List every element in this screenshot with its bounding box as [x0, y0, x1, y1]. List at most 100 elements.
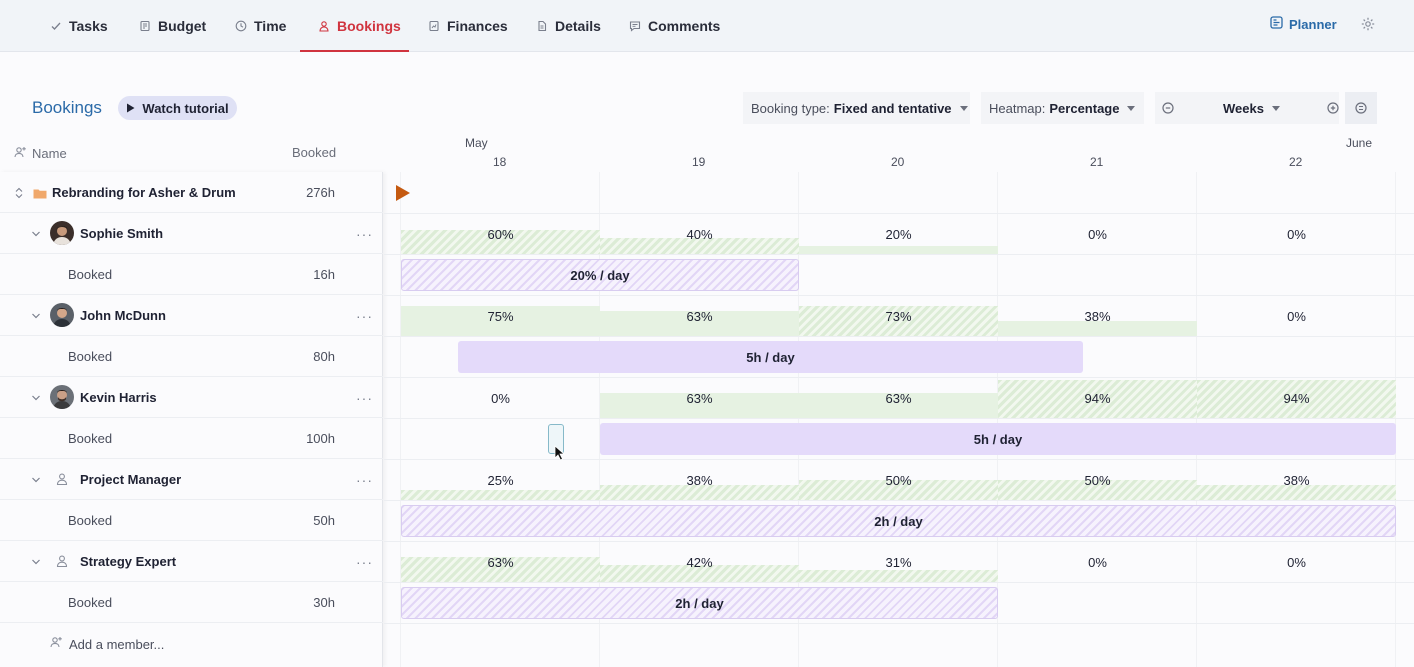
- page-title: Bookings: [32, 98, 102, 117]
- heatmap-cell[interactable]: 63%: [885, 391, 912, 406]
- tab-tasks[interactable]: Tasks: [50, 0, 108, 52]
- project-start-marker-icon[interactable]: [396, 185, 410, 206]
- clock-icon: [235, 20, 247, 32]
- heatmap-cell[interactable]: 25%: [487, 473, 514, 488]
- chevron-down-icon[interactable]: [31, 459, 41, 500]
- column-header-name[interactable]: Name: [32, 146, 67, 161]
- booking-bar[interactable]: 5h / day: [600, 423, 1396, 455]
- heatmap-cell[interactable]: 63%: [487, 555, 514, 570]
- booked-label: Booked: [68, 595, 113, 610]
- more-options-icon[interactable]: ···: [356, 471, 373, 488]
- heatmap-cell[interactable]: 20%: [885, 227, 912, 242]
- person-icon: [318, 20, 330, 32]
- booking-bar[interactable]: 2h / day: [401, 587, 998, 619]
- heatmap-cell[interactable]: 0%: [491, 391, 510, 406]
- more-options-icon[interactable]: ···: [356, 553, 373, 570]
- chevron-down-icon[interactable]: [31, 377, 41, 418]
- watch-tutorial-button[interactable]: Watch tutorial: [118, 96, 237, 120]
- day-label: 19: [692, 155, 706, 169]
- more-options-icon[interactable]: ···: [356, 225, 373, 242]
- member-row[interactable]: John McDunn ···: [0, 295, 383, 336]
- heatmap-cell[interactable]: 73%: [885, 309, 912, 324]
- heatmap-cell[interactable]: 60%: [487, 227, 514, 242]
- more-options-icon[interactable]: ···: [356, 389, 373, 406]
- heatmap-cell[interactable]: 0%: [1088, 227, 1107, 242]
- heatmap-cell[interactable]: 94%: [1283, 391, 1310, 406]
- column-header-booked[interactable]: Booked: [292, 145, 337, 160]
- project-hours: 276h: [306, 185, 335, 200]
- heatmap-cell[interactable]: 38%: [1283, 473, 1310, 488]
- project-name: Rebranding for Asher & Drum: [52, 185, 236, 200]
- planner-link[interactable]: Planner: [1270, 0, 1337, 48]
- booking-bar[interactable]: 2h / day: [401, 505, 1396, 537]
- member-row[interactable]: Project Manager ···: [0, 459, 383, 500]
- avatar: [50, 221, 74, 245]
- zoom-out-icon[interactable]: [1161, 101, 1175, 115]
- comment-icon: [629, 20, 641, 32]
- heatmap-cell[interactable]: 63%: [686, 391, 713, 406]
- heatmap-cell[interactable]: 50%: [885, 473, 912, 488]
- document-icon: [536, 20, 548, 32]
- heatmap-cell[interactable]: 0%: [1287, 555, 1306, 570]
- heatmap-cell[interactable]: 42%: [686, 555, 713, 570]
- booked-label: Booked: [68, 513, 113, 528]
- booking-bar[interactable]: 20% / day: [401, 259, 799, 291]
- booked-label: Booked: [68, 431, 113, 446]
- day-label: 21: [1090, 155, 1104, 169]
- month-label: June: [1346, 136, 1373, 150]
- zoom-in-icon[interactable]: [1326, 101, 1340, 115]
- zoom-level[interactable]: Weeks: [1223, 100, 1264, 116]
- booking-bar[interactable]: 5h / day: [458, 341, 1083, 373]
- heatmap-cell[interactable]: 50%: [1084, 473, 1111, 488]
- heatmap-cell[interactable]: 94%: [1084, 391, 1111, 406]
- gear-icon[interactable]: [1360, 16, 1376, 32]
- tab-bookings[interactable]: Bookings: [318, 0, 401, 52]
- tab-time[interactable]: Time: [235, 0, 286, 52]
- tab-budget[interactable]: Budget: [139, 0, 206, 52]
- booked-row: Booked 16h: [0, 254, 383, 295]
- chevron-down-icon[interactable]: [31, 541, 41, 582]
- add-person-icon: [50, 636, 63, 652]
- active-tab-indicator: [300, 50, 409, 52]
- tab-finances[interactable]: Finances: [428, 0, 508, 52]
- check-icon: [50, 20, 62, 32]
- avatar: [50, 303, 74, 327]
- member-row[interactable]: Strategy Expert ···: [0, 541, 383, 582]
- heatmap-select[interactable]: Heatmap: Percentage: [981, 92, 1144, 124]
- member-row[interactable]: Kevin Harris ···: [0, 377, 383, 418]
- heatmap-cell[interactable]: 31%: [885, 555, 912, 570]
- add-member-button[interactable]: Add a member...: [50, 636, 164, 652]
- top-navigation: Tasks Budget Time Bookings Finances Deta…: [0, 0, 1414, 52]
- person-icon: [55, 472, 69, 486]
- heatmap-cell[interactable]: 63%: [686, 309, 713, 324]
- zoom-fit-button[interactable]: [1345, 92, 1377, 124]
- month-label: May: [465, 136, 488, 150]
- budget-icon: [139, 20, 151, 32]
- member-name: Sophie Smith: [80, 226, 164, 241]
- expand-collapse-icon[interactable]: [14, 172, 24, 213]
- tab-details[interactable]: Details: [536, 0, 601, 52]
- project-row[interactable]: Rebranding for Asher & Drum 276h: [0, 172, 383, 213]
- chevron-down-icon[interactable]: [1271, 105, 1280, 111]
- heatmap-cell[interactable]: 0%: [1088, 555, 1107, 570]
- zoom-control: Weeks: [1155, 92, 1339, 124]
- more-options-icon[interactable]: ···: [356, 307, 373, 324]
- member-name: John McDunn: [80, 308, 166, 323]
- heatmap-cell[interactable]: 0%: [1287, 227, 1306, 242]
- day-label: 20: [891, 155, 905, 169]
- heatmap-cell[interactable]: 38%: [1084, 309, 1111, 324]
- booked-hours: 100h: [306, 431, 335, 446]
- member-row[interactable]: Sophie Smith ···: [0, 213, 383, 254]
- play-icon: [126, 101, 135, 116]
- heatmap-cell[interactable]: 40%: [686, 227, 713, 242]
- booked-row: Booked 80h: [0, 336, 383, 377]
- heatmap-cell[interactable]: 75%: [487, 309, 514, 324]
- chevron-down-icon[interactable]: [31, 295, 41, 336]
- tab-comments[interactable]: Comments: [629, 0, 720, 52]
- booked-hours: 50h: [313, 513, 335, 528]
- heatmap-cell[interactable]: 38%: [686, 473, 713, 488]
- heatmap-cell[interactable]: 0%: [1287, 309, 1306, 324]
- booking-type-select[interactable]: Booking type: Fixed and tentative: [743, 92, 970, 124]
- chevron-down-icon[interactable]: [31, 213, 41, 254]
- booked-row: Booked 30h: [0, 582, 383, 623]
